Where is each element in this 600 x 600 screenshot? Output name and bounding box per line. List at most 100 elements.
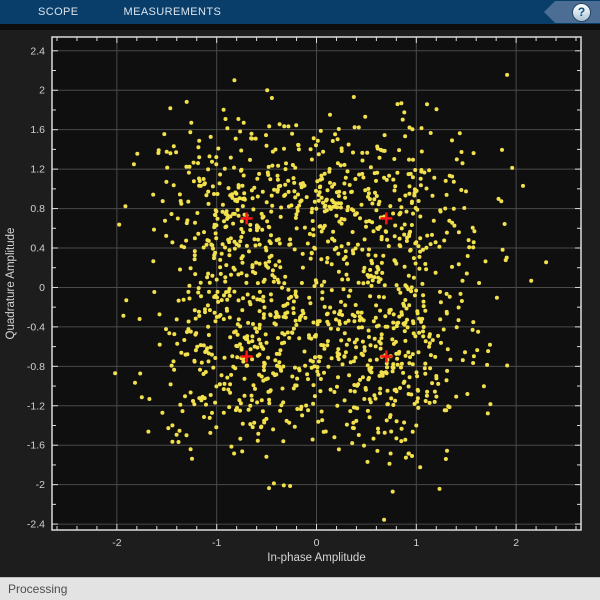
scatter-point <box>420 316 425 321</box>
scatter-point <box>264 133 268 138</box>
scatter-point <box>488 402 493 407</box>
scatter-point <box>395 362 400 367</box>
scatter-point <box>295 376 300 381</box>
scatter-point <box>315 322 320 327</box>
scatter-point <box>342 398 347 403</box>
toolbar-separator <box>0 24 600 30</box>
scatter-point <box>388 204 393 209</box>
scatter-point <box>196 161 200 166</box>
scatter-point <box>201 177 206 181</box>
scatter-point <box>394 283 399 288</box>
scatter-point <box>386 244 391 249</box>
scatter-point <box>392 188 397 193</box>
scatter-point <box>240 421 245 426</box>
scatter-point <box>238 239 243 244</box>
scatter-point <box>210 184 215 189</box>
scatter-point <box>438 289 442 294</box>
scatter-point <box>322 304 327 309</box>
scatter-point <box>348 360 353 365</box>
scatter-point <box>466 238 471 243</box>
tab-measurements[interactable]: MEASUREMENTS <box>123 6 222 18</box>
scatter-point <box>231 221 236 226</box>
scatter-point <box>182 245 187 250</box>
scatter-point <box>311 227 316 232</box>
scatter-point <box>417 254 422 259</box>
scatter-point <box>399 439 404 444</box>
scatter-point <box>267 124 272 129</box>
scatter-point <box>362 443 366 448</box>
scatter-point <box>131 162 136 167</box>
scatter-point <box>205 303 210 308</box>
scatter-point <box>438 300 443 305</box>
scatter-point <box>325 188 330 193</box>
scatter-point <box>393 398 398 403</box>
scatter-point <box>178 267 182 272</box>
scatter-point <box>191 160 196 165</box>
scatter-point <box>268 177 273 182</box>
scatter-point <box>192 236 197 241</box>
scatter-point <box>337 319 342 324</box>
scatter-point <box>269 209 274 214</box>
scatter-point <box>241 359 246 364</box>
scatter-point <box>422 366 427 371</box>
scatter-point <box>378 346 383 351</box>
scatter-point <box>274 351 279 356</box>
scatter-point <box>337 189 342 194</box>
scatter-point <box>254 223 259 228</box>
scatter-point <box>391 326 396 331</box>
scatter-point <box>295 209 300 213</box>
scatter-point <box>242 197 247 202</box>
tab-scope[interactable]: SCOPE <box>38 6 79 18</box>
scatter-point <box>407 361 412 366</box>
scatter-point <box>164 327 168 332</box>
scatter-point <box>329 288 334 293</box>
scatter-point <box>241 173 246 178</box>
x-tick-label: 1 <box>413 537 419 549</box>
scatter-point <box>265 219 270 224</box>
scatter-point <box>414 288 419 293</box>
scatter-point <box>314 206 319 211</box>
scatter-point <box>214 277 219 282</box>
scatter-point <box>318 389 323 394</box>
scatter-point <box>408 229 413 234</box>
scatter-point <box>362 265 367 270</box>
scatter-point <box>389 429 394 434</box>
scatter-point <box>283 182 288 187</box>
scatter-point <box>391 177 396 182</box>
scatter-point <box>180 409 185 414</box>
help-button[interactable]: ? <box>572 2 591 22</box>
scatter-point <box>268 389 272 394</box>
scatter-point <box>324 197 329 202</box>
scatter-point <box>255 176 260 181</box>
scatter-point <box>419 149 424 154</box>
scatter-point <box>321 429 326 434</box>
scatter-point <box>317 190 322 195</box>
scatter-point <box>316 419 321 424</box>
scatter-point <box>263 261 268 266</box>
scatter-point <box>290 131 295 136</box>
scatter-point <box>216 299 221 304</box>
scatter-point <box>382 148 387 153</box>
scatter-point <box>265 88 270 93</box>
scatter-point <box>273 263 278 268</box>
scatter-point <box>204 402 208 407</box>
scatter-point <box>409 392 414 397</box>
scatter-point <box>366 280 370 285</box>
scatter-point <box>416 244 421 249</box>
scatter-point <box>307 295 312 300</box>
scatter-point <box>245 292 250 297</box>
scatter-point <box>207 289 211 294</box>
scatter-point <box>196 309 201 314</box>
scatter-point <box>192 253 197 258</box>
scatter-point <box>213 319 218 324</box>
scatter-point <box>336 375 340 380</box>
scatter-point <box>157 312 162 317</box>
scatter-point <box>417 266 422 271</box>
scatter-point <box>320 290 325 295</box>
scatter-point <box>256 431 261 436</box>
scatter-point <box>321 149 326 154</box>
scatter-point <box>207 415 212 420</box>
scatter-point <box>275 363 279 368</box>
